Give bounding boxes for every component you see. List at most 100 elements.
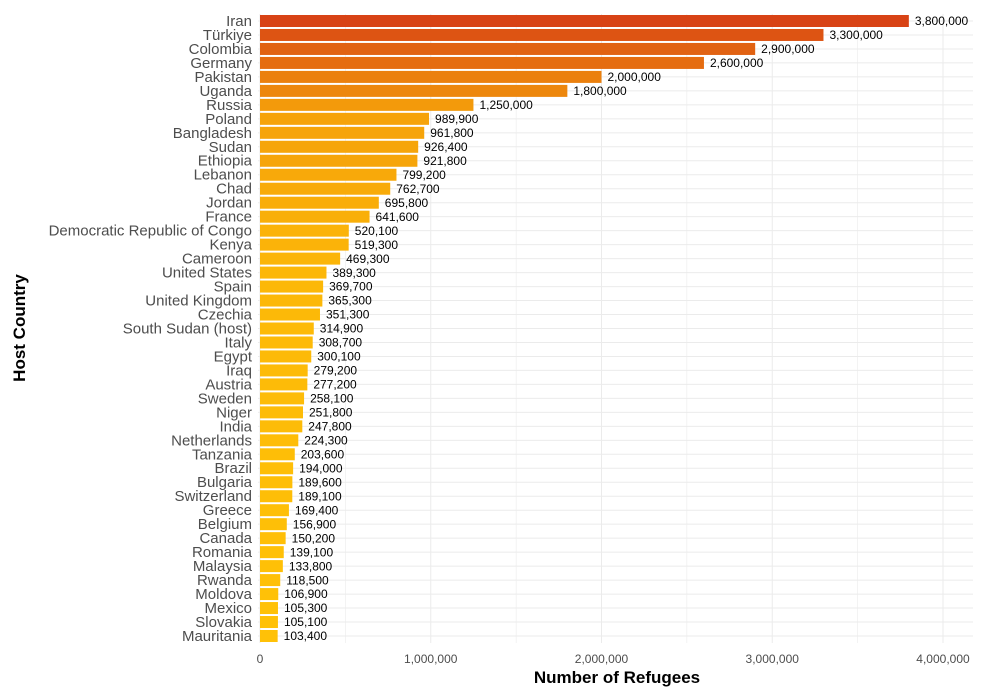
bar [260,252,341,265]
bar [260,532,286,545]
value-label: 799,200 [402,168,446,182]
value-label: 469,300 [346,252,390,266]
category-label: Chad [216,181,252,198]
value-label: 277,200 [313,378,357,392]
bar [260,210,370,223]
bar [260,98,474,111]
value-label: 279,200 [314,364,358,378]
value-label: 105,300 [284,601,328,615]
value-label: 351,300 [326,308,370,322]
category-label: Romania [192,544,253,561]
value-label: 762,700 [396,182,440,196]
category-label: Mauritania [182,628,253,645]
value-label: 389,300 [332,266,376,280]
bar [260,504,289,517]
bar [260,420,303,433]
bar [260,112,430,125]
bar [260,448,295,461]
value-label: 1,800,000 [573,84,627,98]
value-label: 520,100 [355,224,399,238]
value-label: 156,900 [293,517,337,531]
category-label: Canada [199,530,252,547]
value-label: 118,500 [286,573,329,587]
value-label: 203,600 [301,447,345,461]
value-label: 103,400 [284,629,328,643]
x-axis-title: Number of Refugees [534,668,700,687]
category-label: Netherlands [171,432,252,449]
value-label: 2,900,000 [761,42,815,56]
bar [260,28,824,41]
value-label: 247,800 [308,420,352,434]
value-label: 926,400 [424,140,468,154]
category-label: Lebanon [194,167,252,184]
bar [260,238,349,251]
bar [260,350,312,363]
value-label: 189,100 [298,489,342,503]
value-label: 641,600 [376,210,420,224]
category-label: Bangladesh [173,125,252,142]
category-label: Germany [190,55,252,72]
bar [260,364,308,377]
value-label: 519,300 [355,238,399,252]
category-label: Jordan [206,195,252,212]
category-label: Egypt [214,348,253,365]
value-label: 365,300 [328,294,372,308]
bar [260,42,756,55]
value-label: 224,300 [304,433,348,447]
category-label: Sweden [198,390,252,407]
category-label: Russia [206,97,253,114]
value-label: 308,700 [319,336,363,350]
bar [260,140,419,153]
category-label: Uganda [199,83,252,100]
category-label: South Sudan (host) [123,320,252,337]
category-label: Greece [203,502,252,519]
category-label: Moldova [195,586,252,603]
x-tick-labels: 0 1,000,000 2,000,000 3,000,000 4,000,000 [257,652,970,666]
category-label: Ethiopia [198,153,253,170]
category-label: United Kingdom [145,293,252,310]
value-label: 314,900 [320,322,364,336]
bar [260,266,327,279]
bar [260,406,303,419]
value-label: 961,800 [430,126,474,140]
bar [260,462,294,475]
value-label: 2,000,000 [608,70,662,84]
category-label: Slovakia [195,614,252,631]
category-label: United States [162,265,252,282]
value-label: 3,800,000 [915,14,969,28]
value-label: 921,800 [423,154,467,168]
bar [260,308,320,321]
category-label: India [219,418,252,435]
value-label: 300,100 [317,350,361,364]
bar [260,476,293,489]
x-tick-label: 2,000,000 [575,652,629,666]
bar [260,630,278,642]
bar [260,182,391,195]
value-label: 369,700 [329,280,373,294]
category-label: Poland [205,111,252,128]
category-label: Iran [226,13,252,30]
bar [260,602,278,615]
bar [260,154,418,167]
category-label: Rwanda [197,572,253,589]
category-label: Mexico [204,600,252,617]
bar [260,392,305,405]
value-label: 133,800 [289,559,333,573]
x-tick-label: 0 [257,652,264,666]
bar [260,336,313,349]
category-label: Democratic Republic of Congo [49,223,252,240]
y-axis-title: Host Country [10,274,29,382]
bar [260,322,314,335]
category-label: Türkiye [203,27,252,44]
value-label: 194,000 [299,461,343,475]
value-label: 1,250,000 [479,98,533,112]
x-tick-label: 1,000,000 [404,652,458,666]
category-label: Belgium [198,516,252,533]
value-label: 989,900 [435,112,479,126]
value-label: 3,300,000 [829,28,883,42]
category-label: Cameroon [182,251,252,268]
category-label: Brazil [214,460,252,477]
bar [260,560,283,573]
value-label: 251,800 [309,406,353,420]
